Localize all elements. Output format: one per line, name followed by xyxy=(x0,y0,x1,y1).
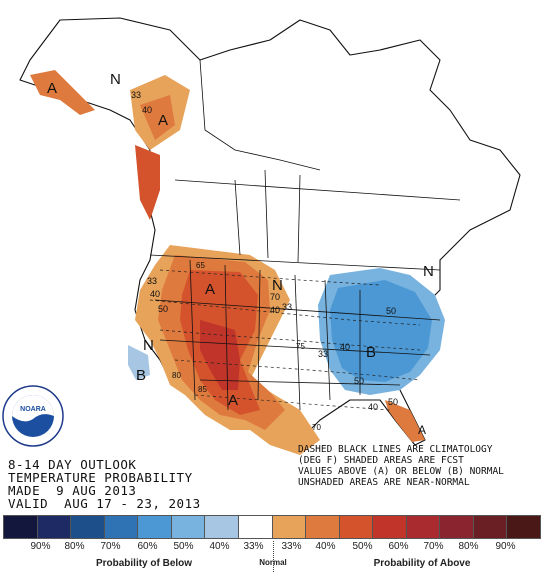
scale-swatch xyxy=(103,515,139,539)
label-b-pacific: B xyxy=(136,367,146,384)
climatology-lines xyxy=(149,269,421,411)
probability-below-label: Probability of Below xyxy=(95,558,193,569)
shading-below xyxy=(128,268,445,395)
scale-percent-label: 33% xyxy=(281,541,302,552)
label-40-alaska: 40 xyxy=(142,105,152,115)
scale-percent-label: 90% xyxy=(30,541,51,552)
label-50-se: 50 xyxy=(354,376,364,386)
label-70-gulf: 70 xyxy=(312,423,321,432)
scale-percent-label: 70% xyxy=(423,541,444,552)
label-80-sw: 80 xyxy=(172,371,181,380)
label-a-yukon: A xyxy=(158,112,168,129)
scale-swatch xyxy=(405,515,441,539)
scale-swatch xyxy=(271,515,307,539)
label-50-florida: 50 xyxy=(388,397,398,407)
label-50-east: 50 xyxy=(386,306,396,316)
scale-percent-label: 40% xyxy=(315,541,336,552)
label-33-west: 33 xyxy=(147,276,157,286)
land-outline xyxy=(19,17,521,446)
noaa-logo-icon: NOARA xyxy=(2,385,64,447)
label-33-alaska: 33 xyxy=(131,90,141,100)
label-a-florida: A xyxy=(418,423,426,437)
scale-percent-label: 33% xyxy=(243,541,264,552)
scale-swatch xyxy=(204,515,239,539)
label-65-ne: 65 xyxy=(196,261,205,270)
label-a-southwest: A xyxy=(228,392,238,409)
label-n-northeast: N xyxy=(423,263,434,280)
label-33-central: 33 xyxy=(282,302,292,312)
scale-percent-label: 60% xyxy=(388,541,409,552)
label-50-west: 50 xyxy=(158,304,168,314)
probability-above-label: Probability of Above xyxy=(373,558,471,569)
scale-percent-label: 80% xyxy=(458,541,479,552)
outlook-title: 8-14 DAY OUTLOOK TEMPERATURE PROBABILITY… xyxy=(8,457,201,511)
legend-note: DASHED BLACK LINES ARE CLIMATOLOGY (DEG … xyxy=(298,444,504,488)
label-40-florida: 40 xyxy=(368,402,378,412)
label-75-sw: 75 xyxy=(296,342,305,351)
label-a-alaska: A xyxy=(47,80,57,97)
scale-swatch xyxy=(237,515,273,539)
label-70-north: 70 xyxy=(270,292,280,302)
scale-swatch xyxy=(439,515,474,539)
label-n-alaska: N xyxy=(110,71,121,88)
scale-swatch xyxy=(170,515,206,539)
outlook-map: N A 33 40 A A A A N N N B B 33 40 50 70 … xyxy=(19,17,521,455)
scale-swatch xyxy=(305,515,340,539)
scale-percent-label: 50% xyxy=(173,541,194,552)
scale-percent-label: 40% xyxy=(209,541,230,552)
label-33-east: 33 xyxy=(318,349,328,359)
normal-divider xyxy=(273,541,274,572)
noaa-logo-text: NOARA xyxy=(20,406,46,413)
scale-swatch xyxy=(506,515,541,539)
scale-swatch xyxy=(372,515,407,539)
label-85-sw: 85 xyxy=(198,385,207,394)
shading-above xyxy=(30,70,425,455)
scale-percent-label: 60% xyxy=(137,541,158,552)
normal-label: Normal xyxy=(259,558,287,567)
scale-swatch xyxy=(338,515,374,539)
scale-percent-label: 90% xyxy=(495,541,516,552)
label-a-west: A xyxy=(205,281,215,298)
boundaries xyxy=(149,59,461,411)
label-40-west: 40 xyxy=(150,289,160,299)
label-b-east: B xyxy=(366,344,376,361)
scale-swatch xyxy=(472,515,508,539)
scale-percent-label: 70% xyxy=(100,541,121,552)
scale-percent-label: 50% xyxy=(352,541,373,552)
scale-swatch xyxy=(70,515,105,539)
probability-scale xyxy=(3,515,541,539)
scale-swatch xyxy=(137,515,172,539)
label-n-central: N xyxy=(272,277,283,294)
scale-swatch xyxy=(36,515,72,539)
label-40-central: 40 xyxy=(270,305,280,315)
scale-swatch xyxy=(3,515,38,539)
label-40-east: 40 xyxy=(340,342,350,352)
scale-percent-label: 80% xyxy=(64,541,85,552)
label-n-pacific: N xyxy=(143,337,154,354)
